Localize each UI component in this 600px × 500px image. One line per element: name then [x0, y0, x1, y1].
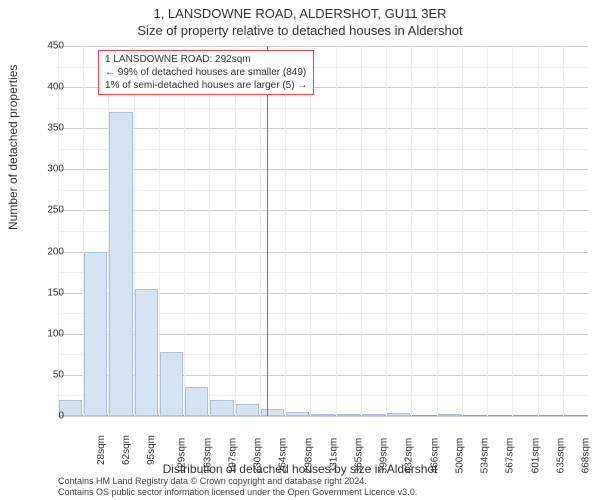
annotation-line1: 1 LANSDOWNE ROAD: 292sqm: [105, 53, 307, 66]
histogram-bar: [84, 252, 107, 416]
histogram-bar: [135, 289, 158, 416]
footer-line2: Contains OS public sector information li…: [58, 487, 417, 498]
grid-line-v: [361, 46, 362, 416]
histogram-bar: [387, 413, 410, 416]
grid-line-v: [285, 46, 286, 416]
histogram-bar: [311, 414, 334, 416]
x-axis-label: Distribution of detached houses by size …: [0, 462, 600, 476]
histogram-bar: [210, 400, 233, 416]
histogram-bar: [109, 112, 132, 416]
grid-line-v: [512, 46, 513, 416]
plot-area: 1 LANSDOWNE ROAD: 292sqm ← 99% of detach…: [58, 46, 588, 416]
y-tick-label: 150: [34, 287, 64, 298]
grid-line-v: [58, 46, 59, 416]
chart-container: 1, LANSDOWNE ROAD, ALDERSHOT, GU11 3ER S…: [0, 0, 600, 500]
y-tick-label: 250: [34, 205, 64, 216]
x-tick-label: 95sqm: [146, 435, 157, 465]
grid-line-v: [411, 46, 412, 416]
annotation-line3: 1% of semi-detached houses are larger (5…: [105, 79, 307, 92]
grid-line-h-minor: [58, 149, 588, 150]
histogram-bar: [438, 414, 461, 416]
grid-line-v: [260, 46, 261, 416]
annotation-line2: ← 99% of detached houses are smaller (84…: [105, 66, 307, 79]
grid-line-v: [235, 46, 236, 416]
grid-line-v: [336, 46, 337, 416]
grid-line-v: [487, 46, 488, 416]
title-main: 1, LANSDOWNE ROAD, ALDERSHOT, GU11 3ER: [0, 0, 600, 21]
grid-line-v: [437, 46, 438, 416]
marker-line: [267, 46, 268, 416]
x-tick-label: 28sqm: [96, 435, 107, 465]
y-tick-label: 100: [34, 328, 64, 339]
histogram-bar: [286, 412, 309, 416]
grid-line-v: [310, 46, 311, 416]
grid-line-v: [209, 46, 210, 416]
histogram-bar: [236, 404, 259, 416]
grid-line-h: [58, 169, 588, 170]
grid-line-v: [563, 46, 564, 416]
y-tick-label: 50: [34, 369, 64, 380]
footer: Contains HM Land Registry data © Crown c…: [58, 476, 417, 498]
histogram-bar: [185, 387, 208, 416]
histogram-bar: [261, 409, 284, 416]
y-tick-label: 300: [34, 164, 64, 175]
title-sub: Size of property relative to detached ho…: [0, 21, 600, 38]
grid-line-h: [58, 416, 588, 417]
annotation-box: 1 LANSDOWNE ROAD: 292sqm ← 99% of detach…: [98, 50, 314, 95]
grid-line-h: [58, 210, 588, 211]
grid-line-v: [184, 46, 185, 416]
grid-line-h: [58, 128, 588, 129]
histogram-bar: [337, 414, 360, 416]
grid-line-h-minor: [58, 108, 588, 109]
y-tick-label: 200: [34, 246, 64, 257]
histogram-bar: [160, 352, 183, 416]
y-tick-label: 400: [34, 82, 64, 93]
y-tick-label: 350: [34, 123, 64, 134]
footer-line1: Contains HM Land Registry data © Crown c…: [58, 476, 417, 487]
grid-line-h-minor: [58, 272, 588, 273]
grid-line-h: [58, 46, 588, 47]
grid-line-h-minor: [58, 190, 588, 191]
grid-line-v: [386, 46, 387, 416]
y-tick-label: 0: [34, 411, 64, 422]
grid-line-h: [58, 252, 588, 253]
grid-line-h-minor: [58, 231, 588, 232]
grid-line-v: [462, 46, 463, 416]
y-axis-label: Number of detached properties: [6, 65, 20, 230]
y-tick-label: 450: [34, 41, 64, 52]
grid-line-v: [538, 46, 539, 416]
histogram-bar: [362, 414, 385, 416]
x-tick-label: 62sqm: [121, 435, 132, 465]
